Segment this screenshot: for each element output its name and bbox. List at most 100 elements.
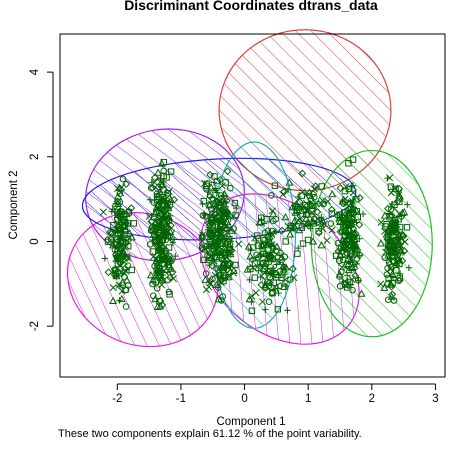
data-points (99, 156, 413, 314)
data-point (229, 212, 237, 220)
data-point (111, 246, 119, 254)
data-point (216, 249, 223, 256)
data-point (232, 261, 239, 269)
data-point (157, 159, 166, 167)
data-point (339, 197, 346, 205)
data-point (151, 213, 158, 221)
data-point (162, 209, 170, 218)
data-point (394, 254, 402, 262)
data-point (109, 284, 117, 292)
data-point (295, 216, 304, 225)
data-point (215, 271, 224, 280)
data-point (167, 168, 175, 175)
data-point (288, 264, 297, 273)
data-point (290, 223, 299, 232)
data-point (327, 205, 336, 214)
data-point (261, 229, 269, 237)
data-point (386, 174, 394, 182)
data-point (385, 241, 392, 248)
data-point (170, 195, 178, 204)
data-point (376, 239, 386, 247)
data-point (351, 205, 360, 213)
data-point (396, 223, 404, 231)
data-point (351, 261, 359, 270)
data-point (287, 276, 294, 283)
data-point (303, 210, 312, 218)
data-point (355, 220, 364, 229)
x-tick-label: 0 (241, 393, 247, 405)
data-point (270, 267, 278, 274)
data-point (259, 260, 266, 267)
data-point (247, 265, 254, 273)
chart-title: Discriminant Coordinates dtrans_data (124, 0, 378, 13)
data-point (104, 268, 113, 277)
data-point (380, 211, 389, 219)
data-point (159, 271, 166, 279)
data-point (123, 266, 131, 273)
data-point (99, 208, 107, 216)
data-point (122, 180, 131, 189)
data-point (254, 232, 261, 239)
data-point (302, 190, 310, 198)
data-point (284, 307, 291, 314)
data-point (271, 283, 279, 291)
data-point (170, 235, 178, 243)
data-point (377, 280, 385, 288)
data-point (225, 261, 233, 268)
data-point (154, 221, 162, 229)
data-point (354, 213, 362, 221)
data-point (167, 227, 176, 235)
data-point (106, 228, 114, 237)
data-point (160, 178, 167, 186)
data-point (160, 186, 167, 193)
data-point (403, 224, 411, 231)
data-point (377, 218, 385, 226)
data-point (336, 273, 343, 280)
data-point (341, 282, 349, 290)
data-point (166, 291, 173, 298)
data-point (166, 201, 174, 208)
data-point (298, 169, 307, 178)
data-point (157, 182, 166, 191)
data-point (211, 226, 219, 234)
data-point (335, 217, 345, 226)
data-point (206, 170, 215, 179)
data-point (208, 261, 217, 270)
data-point (122, 209, 131, 218)
data-point (162, 191, 171, 199)
data-point (113, 208, 121, 216)
data-point (268, 192, 275, 199)
data-point (248, 298, 255, 306)
data-point (158, 275, 166, 284)
data-point (114, 260, 122, 268)
data-point (343, 206, 352, 214)
data-point (250, 244, 257, 251)
data-point (216, 225, 225, 234)
data-point (154, 168, 163, 176)
data-point (253, 237, 260, 245)
data-point (389, 227, 397, 235)
data-point (357, 289, 366, 297)
data-point (206, 279, 214, 287)
data-point (318, 217, 327, 225)
data-point (154, 193, 161, 200)
data-point (103, 235, 112, 244)
data-point (149, 248, 157, 255)
data-point (217, 279, 225, 287)
data-point (265, 232, 274, 240)
data-point (396, 198, 403, 205)
data-point (344, 259, 353, 268)
data-point (264, 227, 272, 235)
data-point (222, 240, 229, 247)
data-point (310, 185, 318, 193)
data-point (248, 292, 256, 300)
data-point (157, 246, 165, 255)
data-point (217, 231, 225, 239)
data-point (158, 255, 166, 263)
data-point (323, 236, 331, 245)
data-point (252, 289, 260, 297)
data-point (348, 203, 357, 211)
data-point (146, 271, 155, 279)
data-point (268, 231, 276, 239)
data-point (280, 263, 288, 272)
